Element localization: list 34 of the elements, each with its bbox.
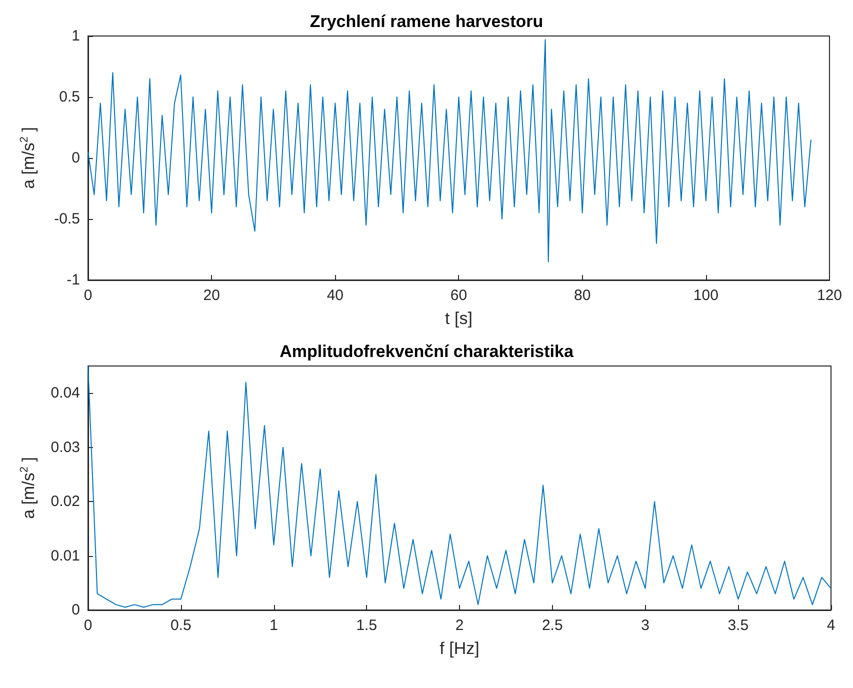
x-tick-label: 1 bbox=[270, 617, 278, 634]
x-axis-title: t [s] bbox=[445, 309, 472, 328]
x-tick-label: 3.5 bbox=[728, 617, 749, 634]
x-tick-label: 2.5 bbox=[542, 617, 563, 634]
y-tick-label: -1 bbox=[66, 272, 80, 288]
y-tick-label: 0.5 bbox=[59, 88, 80, 106]
x-tick-label: 0 bbox=[84, 617, 92, 634]
x-tick-label: 100 bbox=[693, 287, 718, 304]
x-axis-title: f [Hz] bbox=[440, 639, 480, 658]
x-tick-label: 120 bbox=[816, 287, 842, 304]
x-tick-label: 4 bbox=[826, 617, 836, 634]
line-series bbox=[88, 39, 812, 262]
chart-title: Amplitudofrekvenční charakteristika bbox=[280, 342, 574, 361]
x-tick-label: 40 bbox=[326, 287, 344, 304]
x-tick-label: 80 bbox=[574, 287, 591, 304]
x-tick-label: 1.5 bbox=[356, 617, 378, 634]
line-series bbox=[88, 366, 832, 608]
y-tick-label: 0.04 bbox=[50, 384, 80, 402]
x-tick-label: 0 bbox=[84, 287, 92, 304]
y-tick-label: 1 bbox=[72, 28, 80, 44]
x-tick-label: 0.5 bbox=[170, 617, 192, 634]
x-tick-label: 20 bbox=[203, 287, 220, 304]
y-tick-label: 0.02 bbox=[50, 493, 80, 510]
y-tick-label: 0.03 bbox=[50, 438, 80, 456]
y-axis-title: a [m/s2 ] bbox=[18, 127, 38, 189]
y-axis-title: a [m/s2 ] bbox=[18, 457, 38, 519]
y-tick-label: -0.5 bbox=[54, 210, 80, 228]
y-tick-label: 0 bbox=[72, 602, 80, 618]
x-tick-label: 3 bbox=[641, 617, 650, 634]
x-tick-label: 60 bbox=[450, 287, 468, 304]
chart-title: Zrychlení ramene harvestoru bbox=[310, 12, 544, 31]
y-tick-label: 0.01 bbox=[50, 547, 80, 564]
y-tick-label: 0 bbox=[72, 150, 80, 166]
x-tick-label: 2 bbox=[455, 617, 464, 634]
